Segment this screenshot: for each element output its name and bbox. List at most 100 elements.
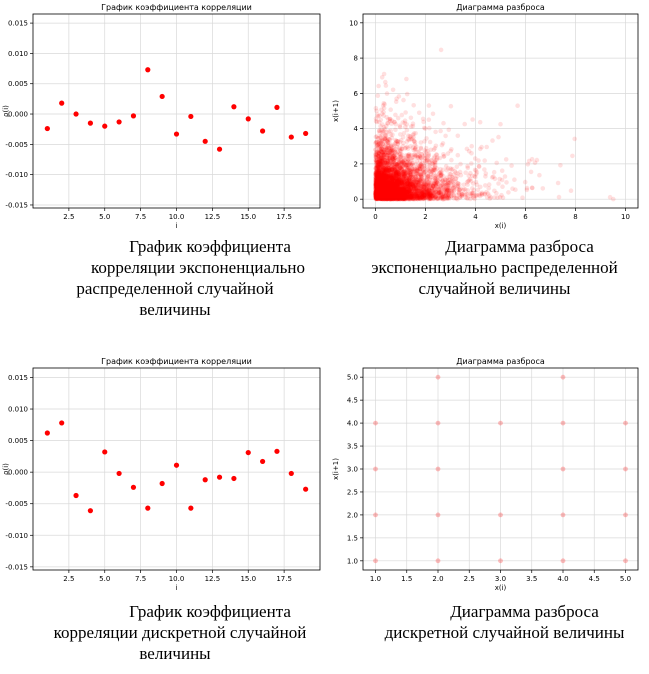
- data-point: [376, 174, 382, 179]
- data-point: [381, 152, 386, 158]
- data-point: [378, 191, 384, 197]
- data-point: [378, 174, 384, 180]
- data-point: [377, 158, 383, 163]
- data-point: [373, 194, 378, 200]
- data-point: [389, 176, 395, 181]
- data-point: [415, 188, 421, 194]
- data-point: [406, 137, 412, 143]
- data-point: [392, 196, 397, 201]
- data-point: [245, 116, 251, 122]
- data-point: [388, 191, 393, 196]
- data-point: [413, 183, 418, 188]
- data-point: [403, 194, 408, 199]
- data-point: [382, 187, 388, 193]
- data-point: [398, 191, 404, 197]
- data-point: [380, 193, 385, 199]
- data-point: [422, 163, 427, 169]
- data-point: [433, 157, 439, 163]
- data-point: [445, 151, 451, 156]
- data-point: [375, 181, 380, 187]
- data-point: [428, 195, 433, 200]
- data-point: [404, 163, 409, 168]
- data-point: [378, 194, 384, 200]
- data-point: [383, 186, 388, 191]
- data-point: [380, 159, 385, 164]
- data-point: [434, 152, 439, 157]
- data-point: [389, 196, 394, 202]
- data-point: [383, 167, 389, 173]
- data-point: [274, 448, 280, 454]
- data-point: [396, 178, 402, 184]
- data-point: [410, 174, 416, 180]
- data-point: [173, 131, 180, 137]
- data-point: [446, 127, 452, 133]
- data-point: [376, 154, 381, 159]
- data-point: [385, 195, 390, 200]
- data-point: [384, 161, 390, 166]
- data-point: [394, 174, 400, 179]
- data-point: [383, 174, 388, 180]
- data-point: [397, 165, 402, 170]
- data-point: [387, 189, 392, 194]
- data-point: [406, 162, 411, 168]
- data-point: [379, 187, 385, 192]
- data-point: [388, 190, 393, 195]
- data-point: [414, 187, 420, 193]
- data-point: [468, 191, 473, 197]
- data-point: [441, 187, 447, 192]
- data-point: [442, 187, 447, 192]
- data-point: [476, 158, 481, 163]
- data-point: [374, 179, 379, 184]
- data-point: [381, 170, 386, 175]
- data-point: [379, 184, 384, 189]
- data-point: [384, 155, 389, 160]
- data-point: [102, 123, 108, 129]
- data-point: [396, 190, 402, 196]
- data-point: [408, 170, 414, 175]
- caption-line: Диаграмма разброса: [445, 237, 594, 256]
- data-point: [437, 155, 443, 161]
- data-point: [410, 195, 415, 201]
- data-point: [383, 79, 388, 85]
- x-tick-label: 17.5: [276, 213, 292, 221]
- data-point: [415, 195, 420, 200]
- data-point: [375, 190, 381, 196]
- data-point: [374, 191, 380, 196]
- data-point: [202, 477, 208, 483]
- data-point: [455, 180, 461, 186]
- data-point: [380, 150, 385, 156]
- data-point: [374, 181, 379, 187]
- x-axis-label: x(i): [495, 584, 507, 592]
- x-axis-label: x(i): [495, 222, 507, 230]
- caption-scatter-exponential: Диаграмма разброса экспоненциально распр…: [340, 236, 649, 299]
- data-point: [426, 174, 431, 179]
- data-point: [375, 173, 380, 178]
- data-point: [387, 190, 392, 195]
- data-point: [377, 177, 382, 183]
- data-point: [465, 163, 470, 169]
- data-point: [377, 176, 382, 181]
- data-point: [396, 179, 402, 184]
- data-point: [482, 158, 487, 163]
- data-point: [395, 193, 400, 199]
- data-point: [424, 193, 429, 199]
- data-point: [392, 179, 397, 185]
- data-point: [623, 420, 628, 426]
- data-point: [392, 153, 397, 158]
- data-point: [435, 195, 441, 201]
- data-point: [420, 193, 425, 199]
- y-tick-label: 5.0: [347, 374, 358, 382]
- data-point: [382, 160, 388, 166]
- data-point: [425, 167, 431, 172]
- data-point: [393, 112, 398, 118]
- y-tick-label: 0.000: [8, 469, 28, 477]
- data-point: [374, 134, 380, 139]
- data-point: [376, 141, 382, 146]
- data-point: [378, 196, 383, 202]
- data-point: [374, 175, 379, 181]
- data-point: [390, 196, 396, 201]
- data-point: [397, 185, 402, 191]
- caption-line: дискретной случайной величины: [384, 623, 625, 642]
- data-point: [391, 160, 397, 166]
- data-point: [390, 175, 396, 181]
